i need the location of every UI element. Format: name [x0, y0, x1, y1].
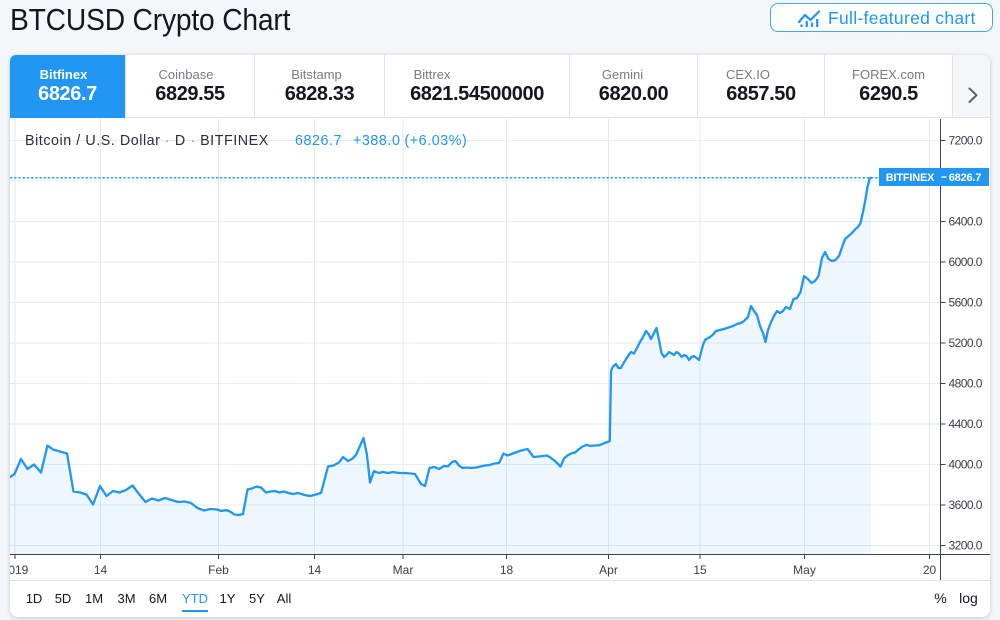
svg-text:6000.0: 6000.0	[949, 255, 983, 269]
svg-text:Bitcoin / U.S. Dollar · D · BI: Bitcoin / U.S. Dollar · D · BITFINEX	[25, 133, 269, 149]
svg-text:4000.0: 4000.0	[949, 458, 983, 472]
svg-text:6400.0: 6400.0	[949, 215, 983, 229]
svg-text:7200.0: 7200.0	[949, 134, 983, 148]
svg-text:3600.0: 3600.0	[949, 498, 983, 512]
svg-text:Mar: Mar	[393, 563, 414, 577]
svg-text:BITFINEX: BITFINEX	[886, 172, 935, 184]
svg-text:18: 18	[500, 563, 514, 577]
svg-text:Feb: Feb	[208, 563, 229, 577]
svg-text:6826.7+388.0(+6.03%): 6826.7 +388.0 (+6.03%)	[295, 133, 467, 149]
svg-text:2019: 2019	[10, 563, 29, 577]
svg-text:5200.0: 5200.0	[949, 336, 983, 350]
svg-text:5600.0: 5600.0	[949, 296, 983, 310]
svg-text:14: 14	[94, 563, 108, 577]
svg-text:May: May	[793, 563, 816, 577]
svg-text:15: 15	[693, 563, 707, 577]
svg-text:Apr: Apr	[599, 563, 618, 577]
svg-text:14: 14	[308, 563, 322, 577]
svg-text:3200.0: 3200.0	[949, 539, 983, 553]
svg-text:4400.0: 4400.0	[949, 417, 983, 431]
svg-text:4800.0: 4800.0	[949, 377, 983, 391]
svg-text:6826.7: 6826.7	[949, 172, 982, 184]
svg-text:20: 20	[923, 563, 937, 577]
